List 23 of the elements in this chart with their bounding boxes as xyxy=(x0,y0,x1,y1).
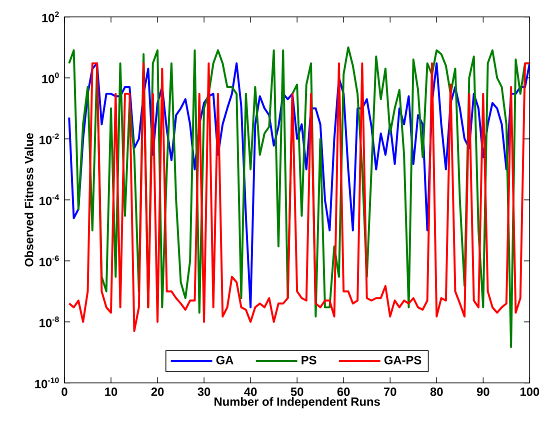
x-tick-label: 80 xyxy=(430,388,443,396)
legend-label: GA-PS xyxy=(384,356,422,365)
y-tick-label: 10$^{-10}$ xyxy=(35,378,59,388)
x-tick-label: 20 xyxy=(151,388,164,396)
y-tick-label: 10$^{-4}$ xyxy=(40,194,60,206)
x-tick-label: 100 xyxy=(520,388,540,396)
y-tick-label: 10$^{2}$ xyxy=(42,12,59,22)
x-tick-label: 90 xyxy=(476,388,490,396)
y-axis-title: Observed Fitness Value xyxy=(24,133,34,267)
legend-label: GA xyxy=(216,356,234,365)
y-tick-label: 10$^{-6}$ xyxy=(40,256,59,266)
x-tick-label: 50 xyxy=(290,388,304,396)
legend-label: PS xyxy=(302,356,316,365)
x-tick-label: 10 xyxy=(105,388,118,396)
x-tick-label: 60 xyxy=(337,388,350,396)
y-tick-label: 10$^{0}$ xyxy=(42,72,59,84)
y-tick-label: 10$^{-2}$ xyxy=(40,134,59,144)
x-tick-label: 40 xyxy=(244,388,257,396)
x-axis-title: Number of Independent Runs xyxy=(214,397,380,408)
y-tick-label: 10$^{-8}$ xyxy=(40,316,59,328)
x-tick-label: 30 xyxy=(198,388,210,396)
x-tick-label: 70 xyxy=(384,388,396,396)
x-tick-label: 0 xyxy=(62,388,68,396)
